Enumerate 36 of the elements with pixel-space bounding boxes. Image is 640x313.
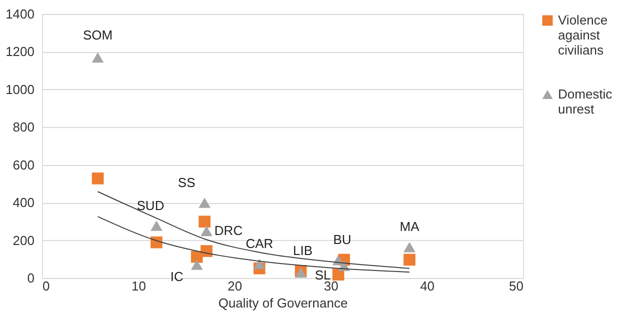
- y-tick-label: 200: [12, 232, 34, 248]
- point: [92, 172, 104, 184]
- annotation: CAR: [246, 236, 274, 251]
- point: [150, 236, 162, 248]
- y-tick-label: 1400: [6, 6, 34, 22]
- y-tick-label: 800: [12, 120, 34, 135]
- annotation: MA: [400, 219, 420, 234]
- point: [200, 245, 212, 257]
- y-tick-label: 1000: [6, 82, 34, 97]
- annotation: SUD: [136, 198, 164, 213]
- legend-label: Violence against civilians: [558, 12, 608, 58]
- point: [198, 198, 210, 208]
- point: [92, 52, 104, 63]
- point: [404, 254, 416, 266]
- point: [190, 260, 203, 270]
- x-tick-label: 40: [420, 278, 435, 294]
- x-tick-label: 0: [42, 278, 50, 294]
- point: [200, 226, 212, 236]
- point: [150, 220, 162, 231]
- annotation: SS: [178, 174, 196, 190]
- y-tick-label: 1200: [6, 44, 34, 60]
- annotation: DRC: [214, 223, 243, 238]
- annotation: IC: [170, 268, 184, 284]
- y-tick-label: 600: [12, 157, 34, 172]
- x-tick-label: 50: [509, 278, 524, 294]
- point: [198, 216, 210, 228]
- point: [253, 258, 266, 269]
- legend-label: Domestic unrest: [558, 86, 613, 116]
- x-tick-label: 10: [131, 278, 146, 294]
- annotation: BU: [333, 232, 352, 248]
- x-tick-label: 20: [228, 278, 242, 294]
- annotation: LIB: [293, 243, 313, 258]
- y-tick-label: 400: [12, 195, 34, 210]
- point: [404, 242, 416, 252]
- annotation: SOM: [82, 28, 113, 43]
- x-axis-title: Quality of Governance: [218, 296, 348, 310]
